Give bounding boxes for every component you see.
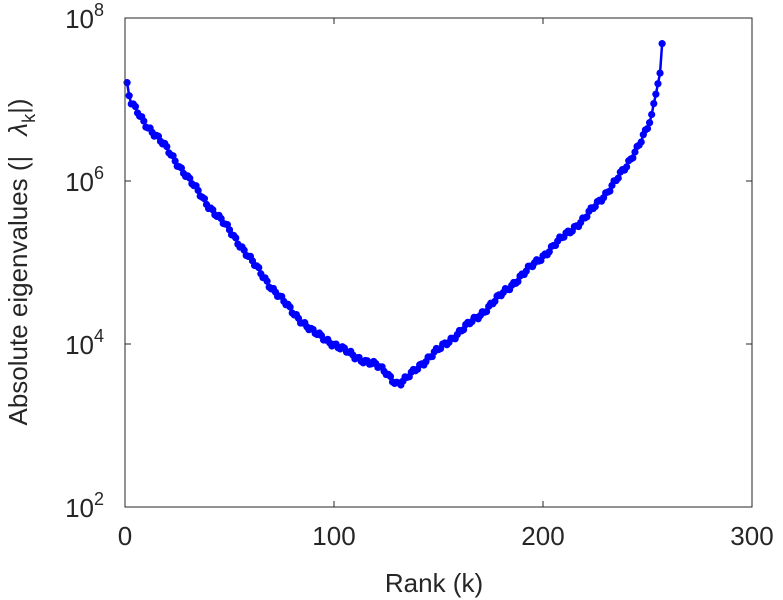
x-tick-label: 0 bbox=[118, 521, 132, 551]
data-point bbox=[186, 174, 194, 182]
data-point bbox=[125, 92, 133, 100]
data-point bbox=[583, 213, 591, 221]
data-point bbox=[232, 234, 240, 242]
data-point bbox=[654, 80, 662, 88]
y-tick-label: 108 bbox=[65, 0, 104, 34]
data-point bbox=[643, 124, 652, 133]
axis-ticks: 0 100 200 300 102 104 106 108 bbox=[65, 0, 774, 551]
data-point bbox=[514, 277, 522, 286]
x-tick-label: 100 bbox=[312, 521, 355, 551]
data-point bbox=[606, 187, 614, 195]
data-point bbox=[629, 154, 637, 162]
data-point bbox=[263, 277, 271, 285]
data-point bbox=[656, 69, 664, 77]
data-point bbox=[648, 110, 656, 119]
data-point bbox=[131, 102, 140, 111]
data-point bbox=[255, 263, 263, 272]
y-axis-label-close: |) bbox=[3, 98, 33, 113]
data-point bbox=[623, 163, 631, 171]
data-point bbox=[652, 90, 660, 98]
data-point bbox=[658, 40, 666, 48]
data-point bbox=[614, 174, 622, 182]
data-point bbox=[631, 148, 639, 156]
y-axis-label-subscript: k bbox=[19, 113, 39, 123]
y-axis-label-main: Absolute eigenvalues (| bbox=[3, 156, 33, 426]
y-tick-label: 106 bbox=[65, 163, 104, 197]
data-point bbox=[286, 303, 294, 311]
data-point bbox=[650, 99, 658, 108]
plot-area bbox=[125, 18, 752, 507]
x-axis-label: Rank (k) bbox=[385, 568, 483, 598]
y-axis-label-lambda: λ bbox=[3, 123, 33, 138]
y-axis-label: Absolute eigenvalues (| λk|) bbox=[3, 98, 39, 425]
data-point bbox=[163, 142, 171, 151]
data-point bbox=[386, 372, 395, 381]
data-point bbox=[645, 119, 654, 127]
x-tick-label: 200 bbox=[521, 521, 564, 551]
data-series bbox=[123, 40, 666, 389]
y-tick-label: 104 bbox=[65, 326, 104, 360]
data-point bbox=[200, 195, 209, 203]
x-tick-label: 300 bbox=[730, 521, 773, 551]
data-point bbox=[140, 117, 148, 125]
data-point bbox=[637, 138, 645, 146]
y-tick-label: 102 bbox=[65, 489, 104, 523]
data-point bbox=[194, 186, 202, 195]
axes-box bbox=[124, 17, 753, 508]
